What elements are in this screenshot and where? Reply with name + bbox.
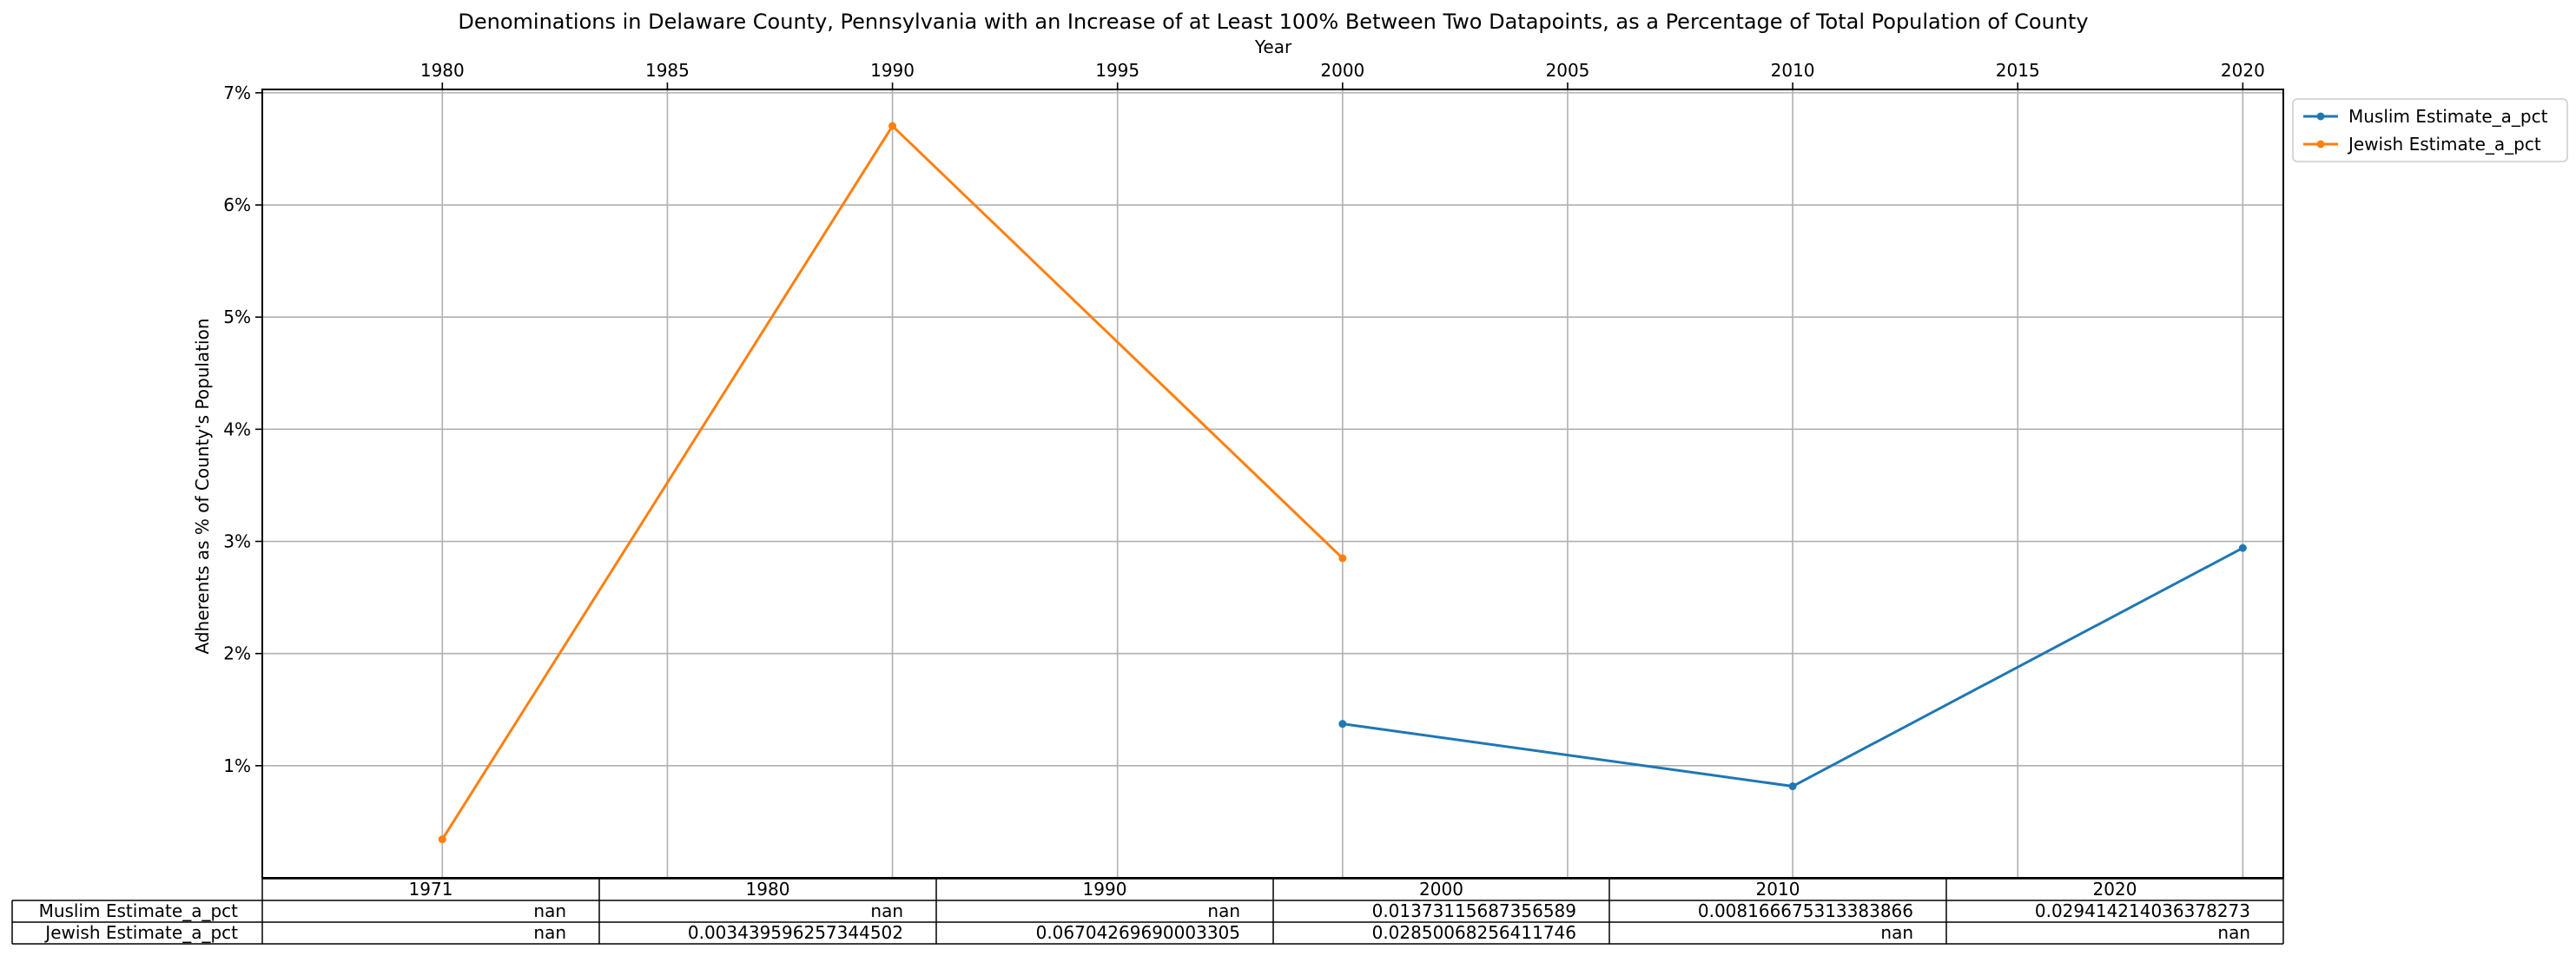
x-tick-label: 2020 xyxy=(2221,60,2265,81)
y-axis-label: Adherents as % of County's Population xyxy=(192,318,213,654)
grid xyxy=(262,89,2283,878)
data-point xyxy=(888,122,897,130)
table-cell: nan xyxy=(533,922,566,943)
x-tick-label: 1990 xyxy=(870,60,915,81)
y-tick-label: 6% xyxy=(223,194,251,215)
chart-title: Denominations in Delaware County, Pennsy… xyxy=(458,10,2088,34)
x-tick-label: 2005 xyxy=(1546,60,1590,81)
table-cell: 0.029414214036378273 xyxy=(2035,900,2250,921)
y-tick-label: 1% xyxy=(223,755,251,776)
data-table: 1971 1980 1990 2000 2010 2020 Muslim Estimate_… xyxy=(11,878,2284,945)
legend-box xyxy=(2292,98,2568,162)
y-tick-label: 5% xyxy=(223,307,251,327)
table-cell: 0.003439596257344502 xyxy=(688,922,903,943)
y-tick-label: 3% xyxy=(223,531,251,552)
table-cell: nan xyxy=(533,900,566,921)
x-axis-label: Year xyxy=(1254,36,1292,57)
table-cell: nan xyxy=(1207,900,1240,921)
y-tick-label: 2% xyxy=(223,643,251,664)
plot-frame xyxy=(261,89,2284,879)
legend-label: Jewish Estimate_a_pct xyxy=(2347,134,2541,155)
table-column-header: 2000 xyxy=(1419,879,1463,900)
y-tick-label: 7% xyxy=(223,82,251,103)
table-cell: 0.008166675313383866 xyxy=(1698,900,1913,921)
legend-marker xyxy=(2316,140,2325,148)
legend: Muslim Estimate_a_pct Jewish Estimate_a_p… xyxy=(2292,98,2568,162)
table-cell: nan xyxy=(1880,922,1913,943)
data-point xyxy=(1788,782,1797,791)
x-tick-label: 2000 xyxy=(1320,60,1364,81)
table-row-label: Jewish Estimate_a_pct xyxy=(43,922,238,943)
legend-marker xyxy=(2316,112,2325,121)
table-cell: 0.02850068256411746 xyxy=(1372,922,1576,943)
x-tick-label: 2010 xyxy=(1771,60,1815,81)
table-column-header: 1990 xyxy=(1083,879,1127,900)
legend-label: Muslim Estimate_a_pct xyxy=(2348,106,2548,127)
table-column-header: 1971 xyxy=(409,879,453,900)
series xyxy=(438,122,2247,844)
x-tick-label: 1995 xyxy=(1095,60,1139,81)
table-column-header: 2020 xyxy=(2093,879,2137,900)
table-cell: nan xyxy=(870,900,903,921)
table-cell: nan xyxy=(2217,922,2250,943)
table-column-header: 1980 xyxy=(746,879,790,900)
x-tick-label: 1985 xyxy=(645,60,690,81)
table-cell: 0.01373115687356589 xyxy=(1372,900,1576,921)
x-tick-label: 2015 xyxy=(1996,60,2040,81)
ticks: 1980 1985 1990 1995 2000 2005 2010 2015 2020 1% 2%… xyxy=(223,60,2265,776)
data-point xyxy=(2238,544,2247,552)
table-column-header: 2010 xyxy=(1756,879,1800,900)
data-point xyxy=(438,835,446,844)
table-row-label: Muslim Estimate_a_pct xyxy=(39,900,239,921)
data-point xyxy=(1338,554,1347,563)
y-tick-label: 4% xyxy=(223,419,251,439)
table-cell: 0.06704269690003305 xyxy=(1036,922,1240,943)
data-point xyxy=(1338,720,1347,729)
x-tick-label: 1980 xyxy=(420,60,465,81)
